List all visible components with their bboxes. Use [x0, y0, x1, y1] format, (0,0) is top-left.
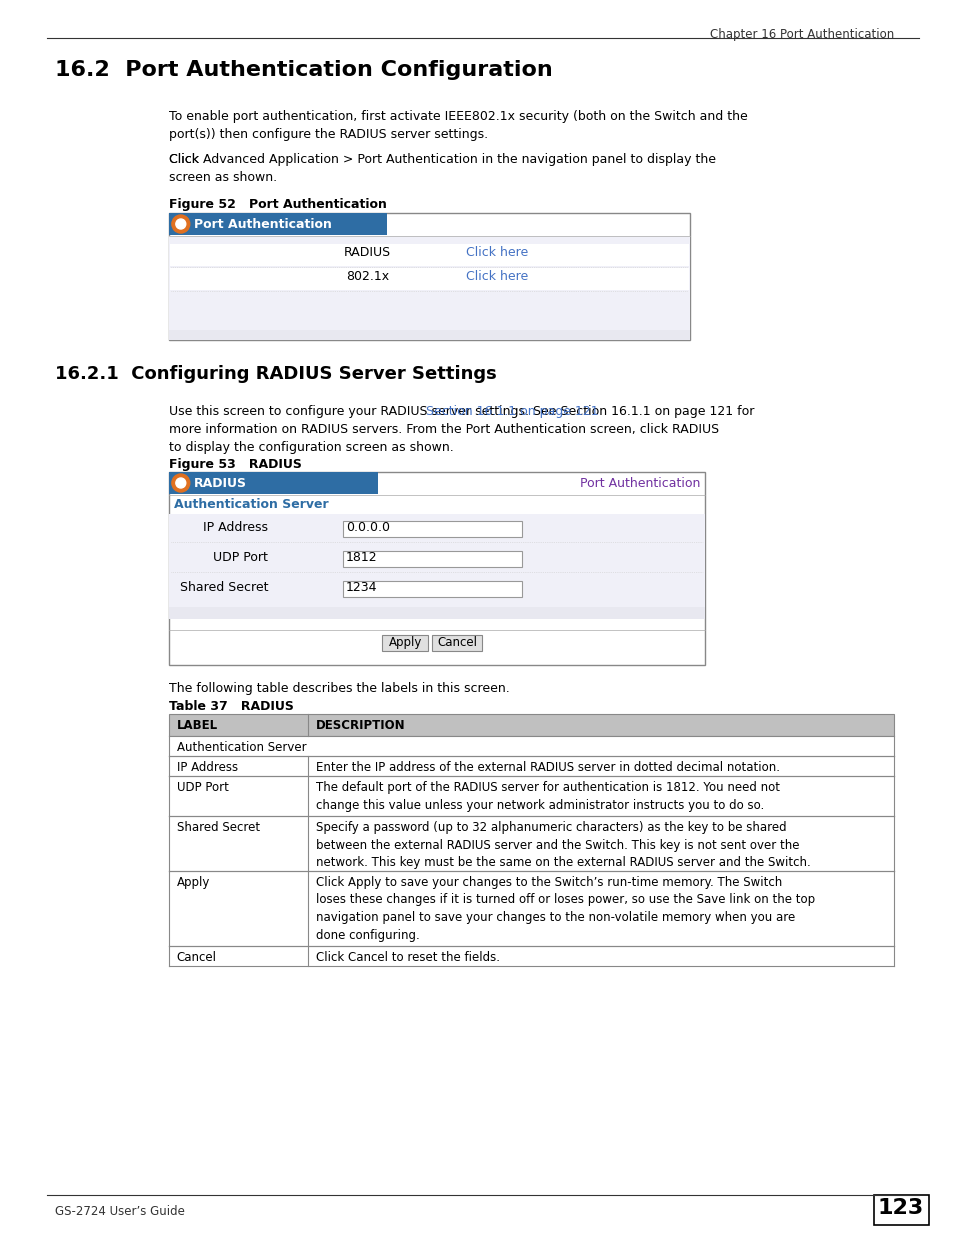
- Text: Click here: Click here: [465, 246, 527, 259]
- Text: Figure 53   RADIUS: Figure 53 RADIUS: [169, 458, 301, 471]
- FancyBboxPatch shape: [170, 245, 689, 266]
- FancyBboxPatch shape: [169, 472, 377, 494]
- Text: RADIUS: RADIUS: [344, 246, 391, 259]
- Text: Shared Secret: Shared Secret: [179, 580, 268, 594]
- Text: 16.2.1  Configuring RADIUS Server Settings: 16.2.1 Configuring RADIUS Server Setting…: [54, 366, 496, 383]
- Text: The default port of the RADIUS server for authentication is 1812. You need not
c: The default port of the RADIUS server fo…: [315, 781, 780, 811]
- FancyBboxPatch shape: [342, 551, 521, 567]
- Text: Cancel: Cancel: [176, 951, 216, 965]
- Text: IP Address: IP Address: [176, 761, 237, 774]
- Text: Section 16.1.1 on page 121: Section 16.1.1 on page 121: [425, 405, 598, 417]
- FancyBboxPatch shape: [169, 714, 893, 736]
- Text: To enable port authentication, first activate IEEE802.1x security (both on the S: To enable port authentication, first act…: [169, 110, 747, 141]
- FancyBboxPatch shape: [342, 521, 521, 537]
- Text: The following table describes the labels in this screen.: The following table describes the labels…: [169, 682, 509, 695]
- FancyBboxPatch shape: [169, 606, 704, 619]
- FancyBboxPatch shape: [169, 816, 893, 871]
- Circle shape: [175, 478, 186, 488]
- Text: Click Advanced Application > Port Authentication in the navigation panel to disp: Click Advanced Application > Port Authen…: [169, 153, 715, 184]
- FancyBboxPatch shape: [169, 871, 893, 946]
- Text: Enter the IP address of the external RADIUS server in dotted decimal notation.: Enter the IP address of the external RAD…: [315, 761, 780, 774]
- Text: Port Authentication: Port Authentication: [193, 219, 332, 231]
- FancyBboxPatch shape: [169, 514, 704, 609]
- Text: Click here: Click here: [465, 270, 527, 283]
- Text: UDP Port: UDP Port: [176, 781, 229, 794]
- FancyBboxPatch shape: [169, 946, 893, 966]
- Text: RADIUS: RADIUS: [193, 477, 247, 490]
- Text: 1812: 1812: [345, 551, 377, 564]
- Text: 16.2  Port Authentication Configuration: 16.2 Port Authentication Configuration: [54, 61, 552, 80]
- Text: DESCRIPTION: DESCRIPTION: [315, 719, 405, 732]
- Text: Shared Secret: Shared Secret: [176, 821, 259, 834]
- FancyBboxPatch shape: [169, 472, 704, 664]
- Text: 123: 123: [877, 1198, 923, 1218]
- Text: Authentication Server: Authentication Server: [173, 498, 328, 511]
- Text: 0.0.0.0: 0.0.0.0: [345, 521, 390, 534]
- Text: Table 37   RADIUS: Table 37 RADIUS: [169, 700, 294, 713]
- Text: Apply: Apply: [176, 876, 210, 889]
- FancyBboxPatch shape: [169, 330, 690, 340]
- Text: GS-2724 User’s Guide: GS-2724 User’s Guide: [54, 1205, 184, 1218]
- Text: Port Authentication: Port Authentication: [579, 477, 700, 490]
- Text: Authentication Server: Authentication Server: [176, 741, 306, 755]
- FancyBboxPatch shape: [170, 268, 689, 290]
- FancyBboxPatch shape: [382, 635, 428, 651]
- Text: Figure 52   Port Authentication: Figure 52 Port Authentication: [169, 198, 386, 211]
- FancyBboxPatch shape: [169, 756, 893, 776]
- Text: Specify a password (up to 32 alphanumeric characters) as the key to be shared
be: Specify a password (up to 32 alphanumeri…: [315, 821, 810, 869]
- Circle shape: [175, 219, 186, 228]
- Circle shape: [172, 215, 190, 233]
- Text: 802.1x: 802.1x: [346, 270, 389, 283]
- FancyBboxPatch shape: [169, 736, 893, 756]
- Circle shape: [172, 474, 190, 492]
- Text: IP Address: IP Address: [203, 521, 268, 534]
- Text: Click: Click: [169, 153, 203, 165]
- FancyBboxPatch shape: [342, 580, 521, 597]
- Text: Chapter 16 Port Authentication: Chapter 16 Port Authentication: [709, 28, 893, 41]
- Text: Click Apply to save your changes to the Switch’s run-time memory. The Switch
los: Click Apply to save your changes to the …: [315, 876, 814, 941]
- Text: Click Cancel to reset the fields.: Click Cancel to reset the fields.: [315, 951, 499, 965]
- Text: UDP Port: UDP Port: [213, 551, 268, 564]
- FancyBboxPatch shape: [169, 212, 387, 235]
- FancyBboxPatch shape: [169, 236, 690, 340]
- Text: 1234: 1234: [345, 580, 376, 594]
- Text: Cancel: Cancel: [436, 636, 476, 650]
- FancyBboxPatch shape: [873, 1195, 928, 1225]
- FancyBboxPatch shape: [432, 635, 481, 651]
- Text: Apply: Apply: [388, 636, 421, 650]
- FancyBboxPatch shape: [169, 776, 893, 816]
- Text: LABEL: LABEL: [176, 719, 217, 732]
- FancyBboxPatch shape: [169, 212, 690, 340]
- Text: Use this screen to configure your RADIUS server settings. See Section 16.1.1 on : Use this screen to configure your RADIUS…: [169, 405, 754, 454]
